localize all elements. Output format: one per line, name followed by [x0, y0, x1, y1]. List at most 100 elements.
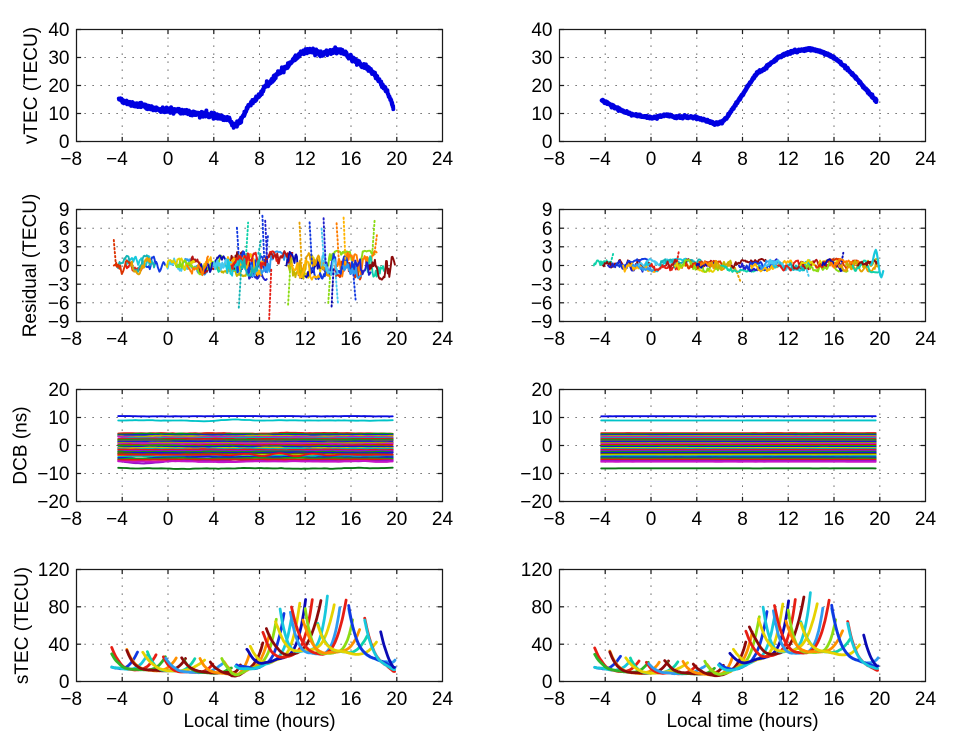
svg-text:−6: −6: [48, 293, 70, 314]
svg-text:−4: −4: [106, 329, 128, 350]
svg-text:−9: −9: [531, 312, 553, 333]
svg-text:9: 9: [542, 200, 553, 221]
svg-text:0: 0: [646, 329, 657, 350]
svg-text:8: 8: [737, 329, 748, 350]
svg-text:24: 24: [432, 329, 454, 350]
svg-text:3: 3: [59, 237, 70, 258]
svg-text:80: 80: [48, 597, 69, 618]
svg-text:0: 0: [163, 689, 174, 710]
svg-text:40: 40: [531, 20, 552, 41]
svg-text:10: 10: [48, 104, 69, 125]
svg-text:24: 24: [915, 509, 937, 530]
svg-text:0: 0: [542, 436, 553, 457]
svg-text:−20: −20: [520, 492, 552, 513]
svg-text:24: 24: [915, 329, 937, 350]
svg-text:8: 8: [254, 509, 265, 530]
svg-text:30: 30: [531, 48, 552, 69]
svg-text:−8: −8: [60, 509, 82, 530]
svg-text:Residual (TECU): Residual (TECU): [20, 194, 41, 338]
svg-text:6: 6: [59, 219, 70, 240]
svg-text:30: 30: [48, 48, 69, 69]
svg-text:12: 12: [778, 689, 799, 710]
svg-text:12: 12: [295, 509, 316, 530]
svg-text:20: 20: [531, 380, 552, 401]
svg-text:8: 8: [737, 509, 748, 530]
svg-text:−8: −8: [543, 329, 565, 350]
svg-text:−10: −10: [37, 464, 69, 485]
svg-text:12: 12: [778, 329, 799, 350]
svg-text:0: 0: [59, 132, 70, 153]
svg-text:−20: −20: [37, 492, 69, 513]
svg-text:0: 0: [542, 132, 553, 153]
svg-text:Local time (hours): Local time (hours): [666, 711, 818, 732]
svg-text:16: 16: [340, 149, 361, 170]
svg-text:0: 0: [163, 329, 174, 350]
svg-text:0: 0: [163, 509, 174, 530]
svg-text:−8: −8: [543, 509, 565, 530]
svg-text:6: 6: [542, 219, 553, 240]
svg-text:8: 8: [254, 689, 265, 710]
svg-text:−4: −4: [106, 509, 128, 530]
svg-text:0: 0: [646, 149, 657, 170]
svg-text:−4: −4: [589, 149, 611, 170]
svg-text:12: 12: [295, 149, 316, 170]
svg-text:−6: −6: [531, 293, 553, 314]
svg-text:−8: −8: [543, 689, 565, 710]
svg-text:4: 4: [692, 689, 703, 710]
svg-text:24: 24: [432, 689, 454, 710]
svg-text:16: 16: [823, 509, 844, 530]
svg-text:4: 4: [692, 149, 703, 170]
svg-text:20: 20: [869, 689, 890, 710]
svg-text:12: 12: [295, 329, 316, 350]
svg-text:10: 10: [531, 408, 552, 429]
svg-text:4: 4: [692, 329, 703, 350]
svg-text:20: 20: [869, 329, 890, 350]
svg-text:120: 120: [38, 560, 70, 581]
svg-text:10: 10: [531, 104, 552, 125]
svg-text:0: 0: [59, 436, 70, 457]
svg-text:4: 4: [692, 509, 703, 530]
svg-text:24: 24: [915, 149, 937, 170]
svg-text:4: 4: [209, 329, 220, 350]
svg-text:DCB (ns): DCB (ns): [11, 406, 32, 484]
svg-text:20: 20: [869, 509, 890, 530]
svg-text:20: 20: [869, 149, 890, 170]
svg-text:Local time (hours): Local time (hours): [183, 711, 335, 732]
svg-text:−3: −3: [48, 275, 70, 296]
svg-text:10: 10: [48, 408, 69, 429]
svg-text:20: 20: [386, 689, 407, 710]
svg-text:12: 12: [778, 509, 799, 530]
svg-text:16: 16: [340, 509, 361, 530]
svg-text:0: 0: [59, 672, 70, 693]
svg-text:20: 20: [386, 509, 407, 530]
svg-text:8: 8: [254, 149, 265, 170]
svg-text:0: 0: [646, 509, 657, 530]
svg-text:0: 0: [59, 256, 70, 277]
svg-text:−4: −4: [106, 149, 128, 170]
svg-text:0: 0: [542, 672, 553, 693]
svg-text:9: 9: [59, 200, 70, 221]
svg-text:24: 24: [432, 149, 454, 170]
svg-text:20: 20: [48, 380, 69, 401]
svg-text:0: 0: [542, 256, 553, 277]
svg-text:20: 20: [48, 76, 69, 97]
svg-text:16: 16: [823, 689, 844, 710]
svg-text:120: 120: [521, 560, 553, 581]
svg-text:24: 24: [915, 689, 937, 710]
svg-text:3: 3: [542, 237, 553, 258]
svg-text:−8: −8: [60, 689, 82, 710]
svg-text:8: 8: [254, 329, 265, 350]
svg-text:12: 12: [778, 149, 799, 170]
svg-text:16: 16: [823, 329, 844, 350]
svg-text:4: 4: [209, 509, 220, 530]
svg-text:16: 16: [340, 689, 361, 710]
svg-text:24: 24: [432, 509, 454, 530]
svg-text:−3: −3: [531, 275, 553, 296]
svg-text:vTEC (TECU): vTEC (TECU): [21, 27, 42, 144]
svg-text:80: 80: [531, 597, 552, 618]
svg-text:−4: −4: [589, 509, 611, 530]
svg-text:16: 16: [823, 149, 844, 170]
svg-text:8: 8: [737, 689, 748, 710]
svg-text:sTEC (TECU): sTEC (TECU): [12, 567, 33, 684]
svg-text:20: 20: [531, 76, 552, 97]
